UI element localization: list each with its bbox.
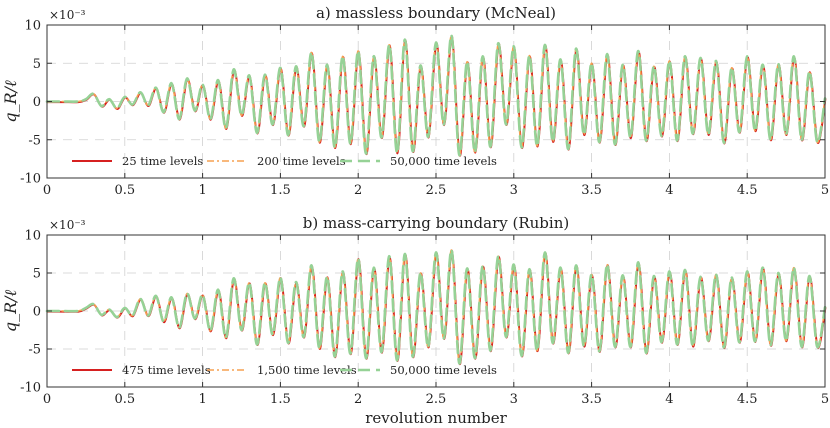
- x-tick-label: 5: [821, 392, 829, 407]
- x-tick-label: 1.5: [270, 392, 291, 407]
- legend-label-1: 475 time levels: [122, 363, 211, 377]
- y-tick-label: 0: [33, 305, 41, 320]
- x-tick-label: 2.5: [426, 183, 447, 198]
- x-tick-label: 3: [510, 392, 518, 407]
- x-tick-label: 3.5: [581, 392, 602, 407]
- x-axis-label: revolution number: [365, 409, 507, 427]
- y-tick-label: -10: [20, 381, 41, 396]
- legend-label-3: 50,000 time levels: [390, 363, 497, 377]
- x-tick-label: 1.5: [270, 183, 291, 198]
- legend-label-2: 1,500 time levels: [257, 363, 357, 377]
- x-tick-label: 4.5: [737, 392, 758, 407]
- x-tick-label: 0.5: [114, 183, 135, 198]
- y-tick-label: -5: [28, 133, 41, 148]
- y-tick-label: 5: [33, 57, 41, 72]
- legend-label-3: 50,000 time levels: [390, 154, 497, 168]
- legend-label-1: 25 time levels: [122, 154, 203, 168]
- x-tick-label: 2.5: [426, 392, 447, 407]
- chart-panel-b: 0 0.5 1 1.5 2 2.5 3 3.5 4 4.5 5 -10 -5 0 5 10 ×10⁻³ b) ma…: [1, 214, 829, 427]
- y-tick-label: 5: [33, 267, 41, 282]
- x-tick-label: 5: [821, 183, 829, 198]
- y-tick-label: 10: [24, 229, 41, 244]
- series-line-3: [45, 248, 827, 365]
- x-tick-label: 4: [665, 392, 673, 407]
- legend-label-2: 200 time levels: [257, 154, 346, 168]
- y-axis-label: q_R/ℓ: [1, 289, 20, 332]
- y-tick-label: -10: [20, 172, 41, 187]
- x-tick-label: 1: [198, 183, 206, 198]
- legend: 475 time levels 1,500 time levels 50,000 t…: [72, 363, 497, 377]
- y-tick-label: -5: [28, 343, 41, 358]
- x-tick-label: 0.5: [114, 392, 135, 407]
- x-tick-label: 0: [43, 392, 51, 407]
- y-tick-label: 10: [24, 19, 41, 34]
- chart-panel-a: 0 0.5 1 1.5 2 2.5 3 3.5 4 4.5 5 -10 -5 0 5 10 ×10⁻³ a) ma…: [1, 4, 829, 198]
- y-tick-label: 0: [33, 95, 41, 110]
- y-axis-label: q_R/ℓ: [1, 80, 20, 123]
- chart-title: a) massless boundary (McNeal): [316, 4, 556, 22]
- chart-title: b) mass-carrying boundary (Rubin): [303, 214, 569, 232]
- x-tick-label: 2: [354, 392, 362, 407]
- y-exponent-label: ×10⁻³: [49, 8, 86, 22]
- series-line-3: [45, 34, 827, 157]
- x-tick-label: 4: [665, 183, 673, 198]
- x-tick-label: 3.5: [581, 183, 602, 198]
- y-exponent-label: ×10⁻³: [49, 218, 86, 232]
- legend: 25 time levels 200 time levels 50,000 time…: [72, 154, 497, 168]
- x-tick-label: 2: [354, 183, 362, 198]
- x-tick-label: 3: [510, 183, 518, 198]
- x-tick-label: 4.5: [737, 183, 758, 198]
- x-tick-label: 0: [43, 183, 51, 198]
- x-tick-label: 1: [198, 392, 206, 407]
